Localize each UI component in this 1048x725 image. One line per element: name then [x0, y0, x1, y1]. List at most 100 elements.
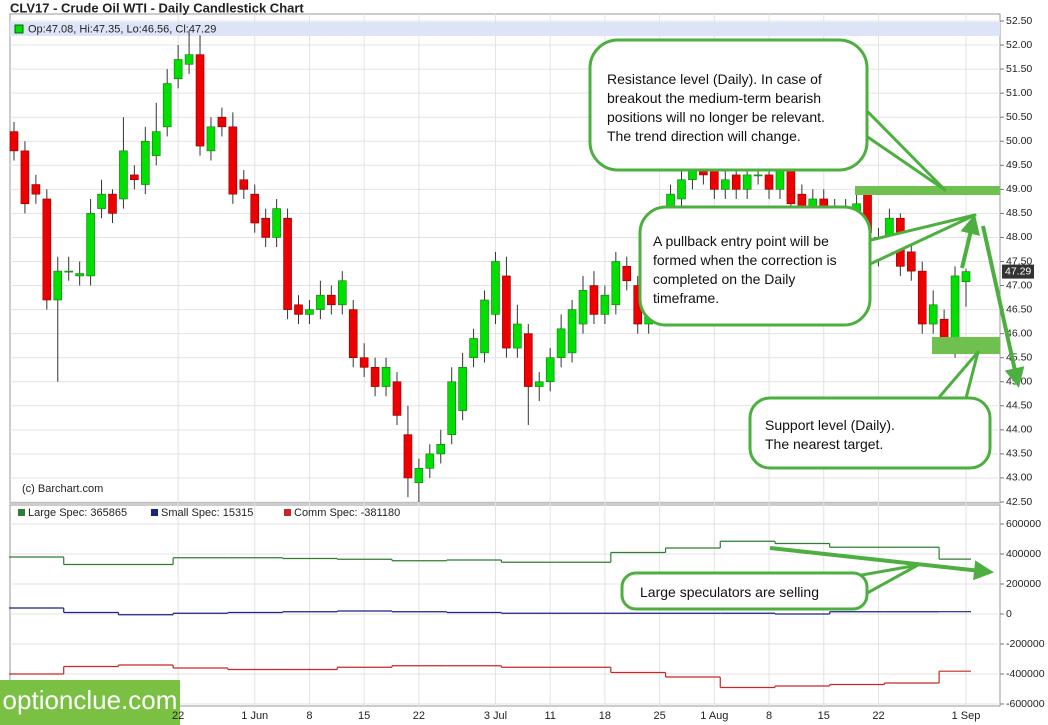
y-tick-label: 47.00 — [1006, 279, 1032, 291]
x-tick-label: 22 — [872, 710, 884, 722]
candle-body — [906, 251, 916, 272]
x-tick-label: 1 Sep — [952, 710, 981, 722]
candle-body — [611, 261, 621, 306]
candle-body — [414, 468, 424, 484]
candle-body — [195, 54, 205, 147]
candle-body — [64, 270, 74, 273]
annotation-line: A pullback entry point will be — [653, 233, 829, 249]
y-tick-label: -400000 — [1006, 668, 1045, 680]
candle-body — [119, 150, 128, 200]
y-tick-label: -600000 — [1006, 698, 1045, 710]
candle-body — [294, 304, 303, 315]
candle-body — [567, 309, 577, 354]
last-price-label: 47.29 — [1005, 265, 1031, 277]
y-tick-label: -200000 — [1006, 638, 1045, 650]
y-tick-label: 50.00 — [1006, 135, 1032, 147]
arrow — [960, 214, 980, 269]
watermark-box — [0, 680, 180, 725]
credit: (c) Barchart.com — [22, 483, 103, 495]
y-tick-label: 400000 — [1006, 548, 1041, 560]
legend-band — [10, 22, 1000, 36]
candle-body — [75, 273, 84, 277]
candle-body — [359, 357, 369, 368]
candle-body — [31, 184, 41, 195]
last-price-box — [1002, 264, 1034, 279]
candle-body — [436, 443, 446, 455]
candle-body — [305, 309, 314, 315]
candle-body — [337, 280, 347, 306]
y-tick-label: 44.00 — [1006, 424, 1032, 436]
candle-body — [250, 193, 260, 224]
candle-body — [425, 453, 435, 469]
candle-body — [753, 174, 763, 177]
y-tick-label: 600000 — [1006, 518, 1041, 530]
candle-body — [283, 217, 292, 310]
candle-body — [491, 261, 500, 315]
annotation-line: completed on the Daily — [653, 271, 795, 287]
arrow — [981, 225, 1025, 388]
candle-body — [348, 309, 358, 359]
candle-body — [173, 59, 183, 80]
candle-body — [261, 217, 270, 238]
candle-body — [534, 381, 544, 387]
candle-body — [731, 174, 741, 190]
candle-body — [939, 318, 949, 339]
candle-body — [403, 434, 413, 479]
x-tick-label: 11 — [544, 710, 555, 722]
y-tick-label: 43.50 — [1006, 448, 1032, 460]
candle-body — [917, 270, 927, 325]
annotation-line: The nearest target. — [765, 436, 883, 452]
y-tick-label: 52.50 — [1006, 15, 1032, 27]
legend-swatch — [14, 24, 24, 34]
y-tick-label: 43.00 — [1006, 472, 1032, 484]
legend-label: Comm Spec: -381180 — [294, 507, 400, 519]
candle-body — [130, 174, 139, 181]
candle-body — [327, 294, 336, 306]
candle-body — [513, 323, 522, 349]
legend-swatch — [284, 509, 291, 516]
candle-body — [42, 198, 52, 301]
y-tick-label: 48.00 — [1006, 231, 1032, 243]
candle-body — [469, 338, 478, 358]
support-zone — [932, 337, 1000, 354]
candle-body — [523, 333, 533, 387]
x-tick-label: 8 — [766, 710, 772, 722]
candle-body — [20, 150, 30, 205]
candle-body — [480, 299, 489, 354]
y-tick-label: 42.50 — [1006, 496, 1032, 508]
y-tick-label: 51.50 — [1006, 63, 1032, 75]
candle-body — [710, 169, 719, 190]
x-tick-label: 1 Aug — [700, 710, 728, 722]
candle-body — [764, 174, 774, 190]
annotation-line: positions will no longer be relevant. — [607, 109, 825, 125]
legend-swatch — [151, 509, 158, 516]
x-tick-label: 3 Jul — [484, 710, 507, 722]
annotation-line: formed when the correction is — [653, 252, 837, 268]
candle-body — [53, 270, 63, 301]
candle-body — [589, 285, 599, 315]
candle-body — [677, 179, 686, 200]
annotation-line: Resistance level (Daily). In case of — [607, 71, 822, 87]
candle-body — [775, 169, 785, 190]
y-tick-label: 46.50 — [1006, 303, 1032, 315]
candle-body — [600, 294, 610, 315]
candle-body — [370, 367, 380, 387]
y-tick-label: 44.50 — [1006, 400, 1032, 412]
chart-title: CLV17 - Crude Oil WTI - Daily Candlestic… — [10, 0, 304, 15]
candle-body — [97, 193, 106, 209]
y-tick-label: 200000 — [1006, 578, 1041, 590]
candle-body — [108, 193, 117, 214]
y-tick-label: 52.00 — [1006, 39, 1032, 51]
legend-swatch — [18, 509, 25, 516]
candle-body — [502, 275, 511, 349]
candle-body — [578, 290, 588, 325]
y-tick-label: 51.00 — [1006, 87, 1032, 99]
annotation-line: Support level (Daily). — [765, 417, 895, 433]
candle-body — [458, 367, 467, 411]
x-tick-label: 18 — [599, 710, 611, 722]
y-tick-label: 50.50 — [1006, 111, 1032, 123]
legend-label: Small Spec: 15315 — [161, 507, 253, 519]
annotation: Large speculators are selling — [640, 584, 819, 600]
bubble — [748, 396, 992, 470]
y-tick-label: 49.50 — [1006, 159, 1032, 171]
